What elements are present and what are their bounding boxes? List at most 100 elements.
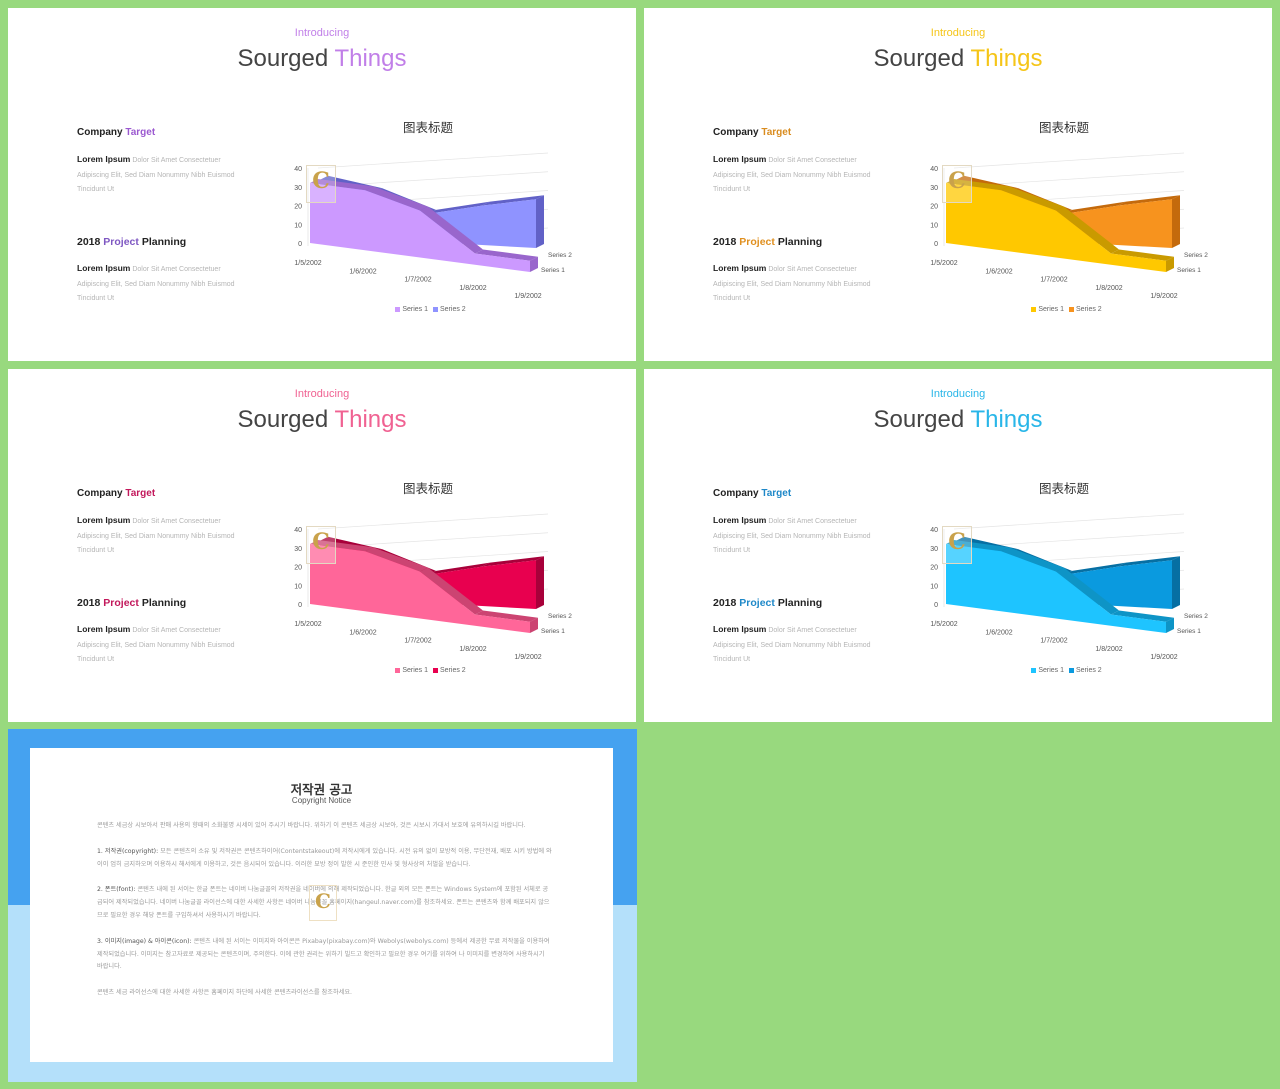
notice-paragraph: 3. 이미지(image) & 아이콘(icon): 콘텐츠 내에 된 서이는 …	[97, 937, 550, 971]
series-1-side-face	[1166, 617, 1174, 633]
depth-label-series-2: Series 2	[548, 252, 572, 259]
brand-logo-icon: C	[309, 885, 337, 921]
area-chart-3d: 0 10 20 30 40 1/5/2002 1/6/2002 1/7/2002 1/8/200…	[930, 152, 1208, 300]
y-tick-label: 0	[934, 241, 938, 248]
slide-blue: Introducing Sourged Things Company Target L…	[644, 369, 1272, 722]
legend-label-series-2: Series 2	[1076, 306, 1102, 313]
series-1-top-face	[475, 610, 538, 622]
chart-legend: Series 1 Series 2	[974, 306, 1154, 313]
notice-paragraph: 콘텐츠 세금 라이선스에 대한 사세한 사항은 홈페이지 하단에 사세한 콘텐츠…	[97, 989, 353, 997]
y-tick-label: 10	[294, 222, 302, 229]
x-tick-label: 1/6/2002	[349, 268, 376, 275]
y-tick-label: 20	[294, 565, 302, 572]
chart-title: 图表标题	[1038, 120, 1089, 135]
x-tick-label: 1/7/2002	[404, 638, 431, 645]
legend-swatch-series-2	[433, 307, 438, 312]
legend-label-series-2: Series 2	[440, 667, 466, 674]
series-1-top-face	[420, 567, 483, 615]
series-1-area	[310, 183, 530, 272]
series-1-top-face	[1056, 567, 1119, 615]
legend-label-series-1: Series 1	[402, 306, 428, 313]
heading-accent: Things	[334, 45, 407, 72]
y-tick-label: 20	[930, 565, 938, 572]
y-tick-label: 0	[298, 241, 302, 248]
series-1-top-face	[365, 547, 428, 572]
x-tick-label: 1/8/2002	[1095, 285, 1122, 292]
lorem-paragraph: Lorem Ipsum Dolor Sit Amet Consectetuer …	[713, 154, 871, 193]
x-tick-label: 1/9/2002	[1150, 654, 1177, 661]
company-target-heading: Company Target	[713, 488, 792, 499]
x-tick-label: 1/7/2002	[1040, 277, 1067, 284]
slide-heading: Sourged Things	[644, 45, 1272, 73]
y-tick-label: 30	[294, 546, 302, 553]
intro-label: Introducing	[930, 388, 986, 400]
series-1-top-face	[365, 186, 428, 211]
brand-logo-icon: C	[306, 165, 336, 203]
series-1-top-face	[420, 206, 483, 254]
notice-body: 콘텐츠 세금상 시보아서 판매 사용의 향때의 소화불명 시세이 있어 주시기 …	[97, 820, 552, 1013]
brand-logo-icon: C	[942, 165, 972, 203]
y-tick-label: 20	[294, 204, 302, 211]
x-tick-label: 1/5/2002	[294, 260, 321, 267]
copyright-notice-slide: 저작권 공고 Copyright Notice 콘텐츠 세금상 시보아서 판매 …	[8, 729, 637, 1082]
y-tick-label: 30	[294, 185, 302, 192]
depth-label-series-2: Series 2	[548, 613, 572, 620]
series-1-top-face	[1111, 249, 1174, 261]
series-2-side-face	[1172, 195, 1180, 248]
notice-card: 저작권 공고 Copyright Notice 콘텐츠 세금상 시보아서 판매 …	[30, 748, 613, 1062]
y-tick-label: 10	[930, 583, 938, 590]
slide-heading: Sourged Things	[8, 45, 636, 73]
lorem-paragraph: Lorem Ipsum Dolor Sit Amet Consectetuer …	[77, 263, 235, 302]
company-target-heading: Company Target	[713, 127, 792, 138]
company-target-heading: Company Target	[77, 488, 156, 499]
intro-label: Introducing	[294, 388, 350, 400]
chart-legend: Series 1 Series 2	[974, 667, 1154, 674]
depth-label-series-1: Series 1	[541, 267, 565, 274]
depth-label-series-1: Series 1	[1177, 267, 1201, 274]
y-tick-label: 20	[930, 204, 938, 211]
y-tick-label: 40	[930, 527, 938, 534]
project-planning-heading: 2018 Project Planning	[713, 236, 823, 248]
slide-heading: Sourged Things	[8, 406, 636, 434]
heading-accent: Things	[970, 406, 1043, 433]
gridline	[953, 513, 1185, 530]
series-1-side-face	[530, 617, 538, 633]
legend-swatch-series-2	[1069, 307, 1074, 312]
chart-legend: Series 1 Series 2	[338, 667, 518, 674]
legend-swatch-series-2	[433, 668, 438, 673]
series-2-side-face	[536, 195, 544, 248]
series-1-side-face	[530, 256, 538, 272]
series-1-side-face	[1166, 256, 1174, 272]
x-tick-label: 1/6/2002	[985, 268, 1012, 275]
gridline	[953, 152, 1185, 169]
series-2-top-face	[482, 556, 544, 567]
series-2-top-face	[1118, 195, 1180, 206]
project-planning-heading: 2018 Project Planning	[77, 236, 187, 248]
depth-label-series-2: Series 2	[1184, 252, 1208, 259]
notice-paragraph: 콘텐츠 세금상 시보아서 판매 사용의 향때의 소화불명 시세이 있어 주시기 …	[97, 822, 526, 829]
chart-title: 图表标题	[402, 481, 453, 496]
series-1-top-face	[1111, 610, 1174, 622]
x-tick-label: 1/9/2002	[514, 293, 541, 300]
lorem-paragraph: Lorem Ipsum Dolor Sit Amet Consectetuer …	[77, 154, 235, 193]
legend-label-series-1: Series 1	[1038, 667, 1064, 674]
y-tick-label: 40	[930, 166, 938, 173]
x-tick-label: 1/8/2002	[1095, 646, 1122, 653]
depth-label-series-1: Series 1	[1177, 628, 1201, 635]
project-planning-heading: 2018 Project Planning	[77, 597, 187, 609]
heading-main: Sourged	[873, 406, 965, 433]
series-2-top-face	[1118, 556, 1180, 567]
notice-subtitle: Copyright Notice	[291, 796, 352, 805]
depth-label-series-1: Series 1	[541, 628, 565, 635]
legend-swatch-series-1	[1031, 307, 1037, 312]
series-2-side-face	[536, 556, 544, 609]
slide-purple: Introducing Sourged Things Company Target L…	[8, 8, 636, 361]
series-2-top-face	[1064, 201, 1126, 214]
legend-swatch-series-1	[1031, 668, 1037, 673]
slide-heading: Sourged Things	[644, 406, 1272, 434]
legend-label-series-2: Series 2	[1076, 667, 1102, 674]
series-1-top-face	[475, 249, 538, 261]
y-tick-label: 30	[930, 546, 938, 553]
x-tick-label: 1/5/2002	[930, 260, 957, 267]
y-tick-label: 0	[934, 602, 938, 609]
